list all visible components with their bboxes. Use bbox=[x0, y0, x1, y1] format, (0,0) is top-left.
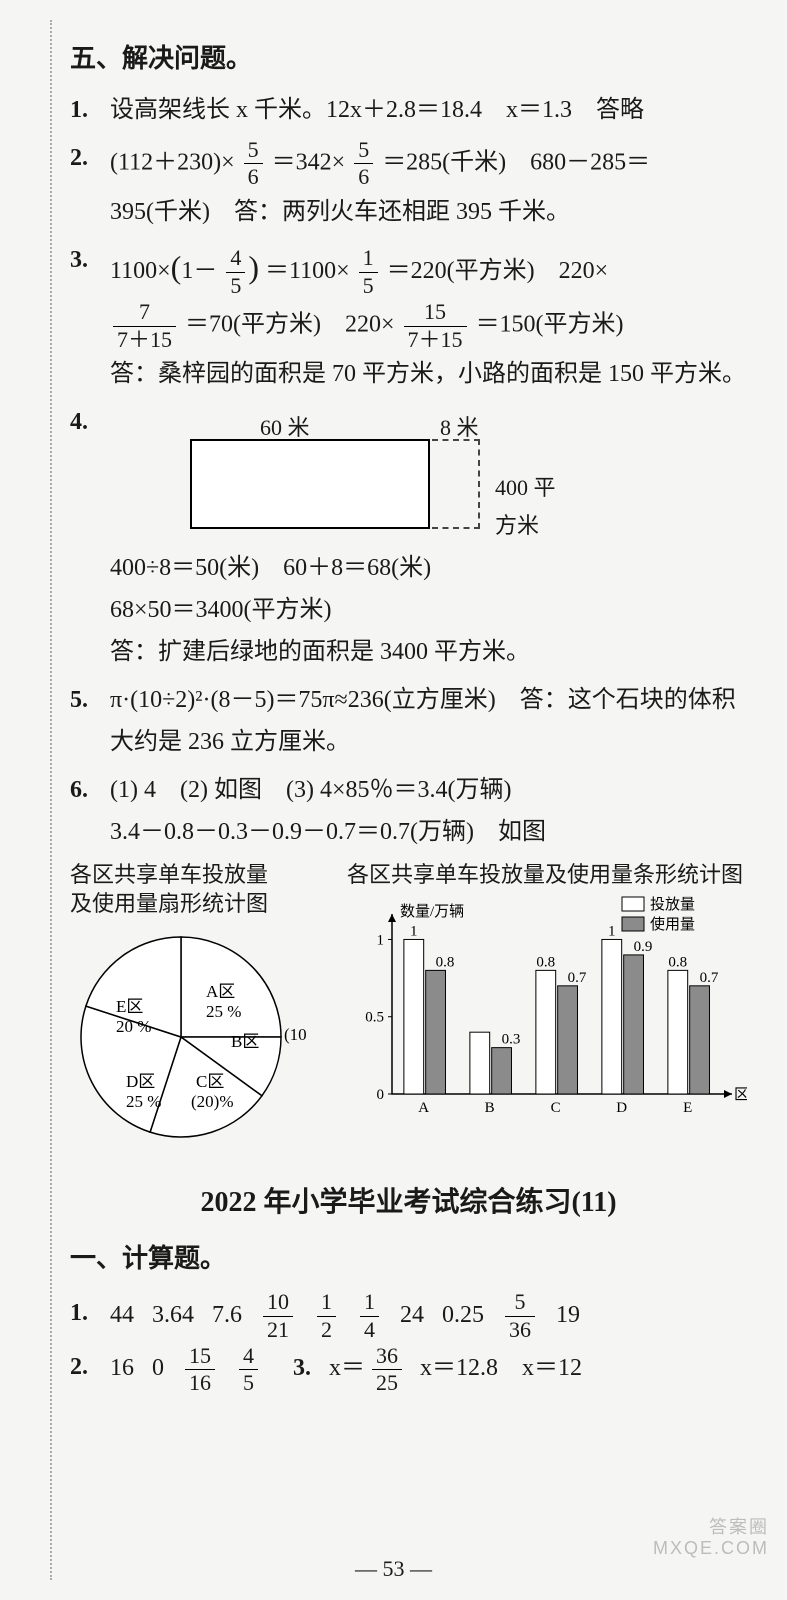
q2: 2. (112＋230)× 56 ＝342× 56 ＝285(千米) 680－2… bbox=[70, 137, 747, 233]
svg-text:(20)%: (20)% bbox=[191, 1092, 233, 1111]
svg-text:25 %: 25 % bbox=[126, 1092, 161, 1111]
q1-num: 1. bbox=[70, 89, 110, 131]
q1: 1. 设高架线长 x 千米。12x＋2.8＝18.4 x＝1.3 答略 bbox=[70, 89, 747, 131]
q3: 3. 1100×(1－ 45) ＝1100× 15 ＝220(平方米) 220×… bbox=[70, 239, 747, 395]
calc-r2: 2. 1601516453.x＝3625 x＝12.8 x＝12 bbox=[70, 1343, 747, 1397]
svg-text:使用量: 使用量 bbox=[650, 916, 695, 933]
svg-text:A: A bbox=[418, 1100, 429, 1116]
q4-num: 4. bbox=[70, 401, 110, 673]
q4-ans: 答：扩建后绿地的面积是 3400 平方米。 bbox=[110, 639, 530, 665]
next-paper-title: 2022 年小学毕业考试综合练习(11) bbox=[70, 1180, 747, 1220]
svg-text:区: 区 bbox=[734, 1087, 747, 1103]
solid-rect bbox=[190, 439, 430, 529]
q2-a: (112＋230)× bbox=[110, 149, 235, 175]
q3-num: 3. bbox=[70, 239, 110, 395]
svg-text:投放量: 投放量 bbox=[650, 896, 695, 913]
svg-text:25 %: 25 % bbox=[206, 1002, 241, 1021]
pie-title: 各区共享单车投放量 及使用量扇形统计图 bbox=[70, 861, 335, 918]
q2-body: (112＋230)× 56 ＝342× 56 ＝285(千米) 680－285＝… bbox=[110, 137, 747, 233]
calc-r1-body: 443.647.610211214240.2553619 bbox=[110, 1289, 747, 1343]
bar-title: 各区共享单车投放量及使用量条形统计图 bbox=[347, 861, 747, 890]
svg-text:1: 1 bbox=[377, 932, 385, 948]
q2-line2: 395(千米) 答：两列火车还相距 395 千米。 bbox=[110, 199, 570, 225]
svg-text:0.3: 0.3 bbox=[502, 1031, 521, 1047]
pie-block: 各区共享单车投放量 及使用量扇形统计图 A区25 %B区C区(20)%D区25 … bbox=[70, 861, 335, 1152]
bar-block: 各区共享单车投放量及使用量条形统计图 0 0.5 1 数量/万辆区 投放量使用量 1 0.8… bbox=[347, 861, 747, 1152]
q5-num: 5. bbox=[70, 679, 110, 763]
svg-text:C区: C区 bbox=[196, 1072, 224, 1091]
svg-text:0.7: 0.7 bbox=[568, 969, 587, 985]
svg-text:0.9: 0.9 bbox=[634, 938, 653, 954]
q4-diagram: 60 米 8 米 400 平方米 bbox=[170, 409, 570, 539]
svg-text:0.8: 0.8 bbox=[536, 954, 555, 970]
svg-text:D区: D区 bbox=[126, 1072, 155, 1091]
svg-text:(10)%: (10)% bbox=[284, 1025, 306, 1044]
svg-text:C: C bbox=[551, 1100, 561, 1116]
section-5-title: 五、解决问题。 bbox=[70, 38, 747, 75]
svg-text:0.8: 0.8 bbox=[668, 954, 687, 970]
charts-row: 各区共享单车投放量 及使用量扇形统计图 A区25 %B区C区(20)%D区25 … bbox=[70, 861, 747, 1152]
calc-section-title: 一、计算题。 bbox=[70, 1238, 747, 1275]
margin-dotline bbox=[50, 20, 52, 1580]
q5: 5. π·(10÷2)²·(8－5)＝75π≈236(立方厘米) 答：这个石块的… bbox=[70, 679, 747, 763]
svg-text:0.7: 0.7 bbox=[700, 969, 719, 985]
svg-text:E区: E区 bbox=[116, 997, 143, 1016]
svg-text:1: 1 bbox=[608, 923, 616, 939]
svg-text:E: E bbox=[683, 1100, 692, 1116]
svg-text:B: B bbox=[485, 1100, 495, 1116]
q4-body: 60 米 8 米 400 平方米 400÷8＝50(米) 60＋8＝68(米) … bbox=[110, 401, 747, 673]
q3-body: 1100×(1－ 45) ＝1100× 15 ＝220(平方米) 220× 77… bbox=[110, 239, 747, 395]
dashed-rect bbox=[432, 439, 480, 529]
svg-text:1: 1 bbox=[410, 923, 418, 939]
calc-r1: 1. 443.647.610211214240.2553619 bbox=[70, 1289, 747, 1343]
calc-r2-body: 1601516453.x＝3625 x＝12.8 x＝12 bbox=[110, 1343, 747, 1397]
svg-text:0.5: 0.5 bbox=[365, 1009, 384, 1025]
svg-text:B区: B区 bbox=[231, 1032, 259, 1051]
q4: 4. 60 米 8 米 400 平方米 400÷8＝50(米) 60＋8＝68(… bbox=[70, 401, 747, 673]
pie-chart: A区25 %B区C区(20)%D区25 %E区20 %(10)% bbox=[76, 922, 306, 1152]
q2-c: ＝285(千米) 680－285＝ bbox=[382, 149, 650, 175]
q3-ans: 答：桑梓园的面积是 70 平方米，小路的面积是 150 平方米。 bbox=[110, 361, 746, 387]
svg-text:20 %: 20 % bbox=[116, 1017, 151, 1036]
q1-body: 设高架线长 x 千米。12x＋2.8＝18.4 x＝1.3 答略 bbox=[110, 89, 747, 131]
lbl-400: 400 平方米 bbox=[495, 469, 570, 546]
q6-body: (1) 4 (2) 如图 (3) 4×85％＝3.4(万辆) 3.4－0.8－0… bbox=[110, 769, 747, 853]
svg-text:D: D bbox=[616, 1100, 627, 1116]
svg-text:0.8: 0.8 bbox=[436, 954, 455, 970]
q2-b: ＝342× bbox=[272, 149, 346, 175]
q6-num: 6. bbox=[70, 769, 110, 853]
svg-text:数量/万辆: 数量/万辆 bbox=[400, 903, 464, 920]
bar-chart: 0 0.5 1 数量/万辆区 投放量使用量 1 0.8 A 0.3 B 0.8 0.7 C 1 0.9 D 0.… bbox=[347, 894, 747, 1124]
svg-text:A区: A区 bbox=[206, 982, 235, 1001]
q6: 6. (1) 4 (2) 如图 (3) 4×85％＝3.4(万辆) 3.4－0.… bbox=[70, 769, 747, 853]
q5-body: π·(10÷2)²·(8－5)＝75π≈236(立方厘米) 答：这个石块的体积大… bbox=[110, 679, 747, 763]
svg-text:0: 0 bbox=[377, 1087, 385, 1103]
watermark: 答案圈 MXQE.COM bbox=[653, 1517, 769, 1560]
q2-num: 2. bbox=[70, 137, 110, 233]
